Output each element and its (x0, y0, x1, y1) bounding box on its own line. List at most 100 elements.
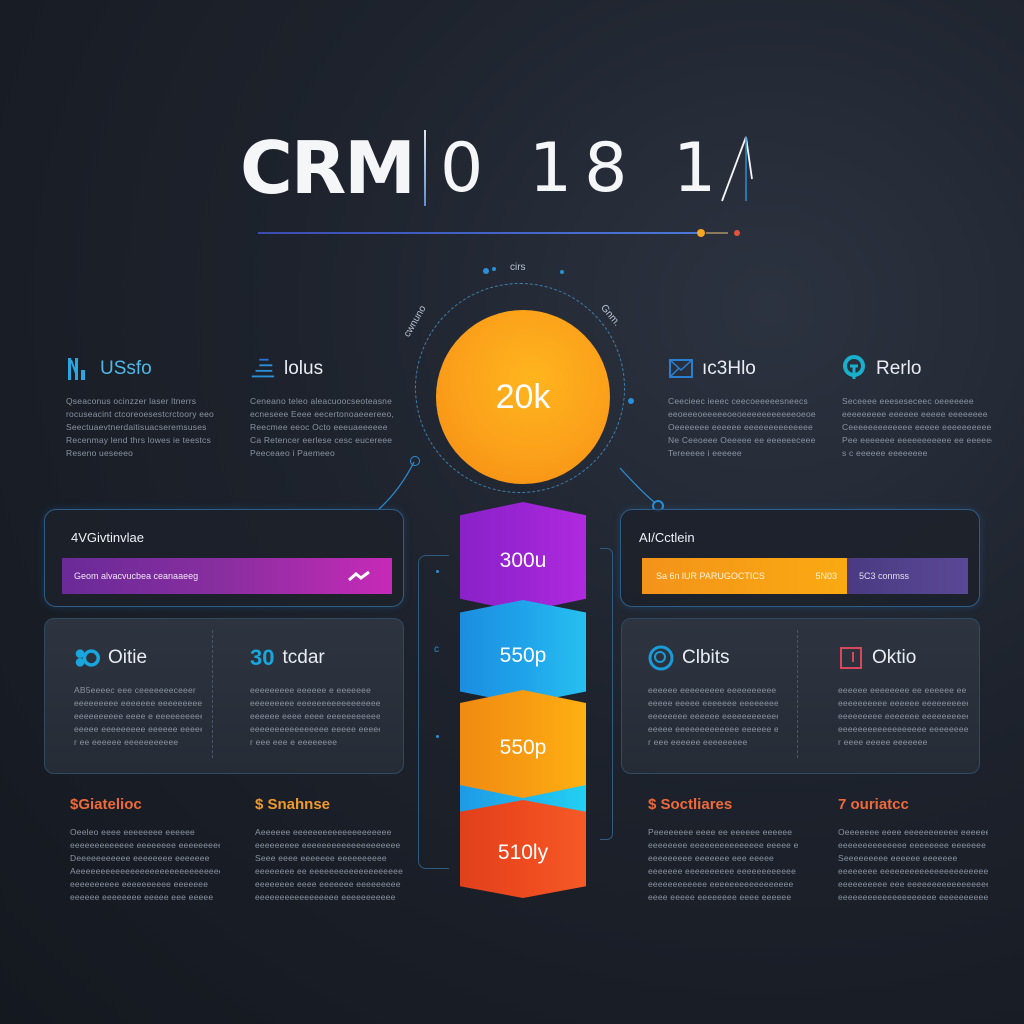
feature-title: ıc3Hlo (702, 358, 756, 379)
ring-label-top: cirs (510, 262, 526, 273)
card-text: r eee eee e eeeeeeee (250, 737, 338, 747)
card-text: eeeeee eeeeeeee ee eeeeee ee (838, 685, 967, 695)
feature-text: eeeeeeeeeeee eeeeeeeeeeeeeeeee (648, 879, 794, 889)
ring-label-left: cwnuno (401, 303, 429, 340)
tier-cube-3: 550p (460, 690, 586, 798)
card-text: eeeeeeee eeeeee eeeeeeeeeeee (648, 711, 778, 721)
header-dot-red (734, 230, 740, 236)
ring-dot (492, 267, 496, 271)
card-text: eeeeeeeeee eeeeee eeeeeeeeeeeee (838, 698, 968, 708)
header-dot-orange (697, 229, 705, 237)
feature-text: eeeeeeeeee eee eeeeeeeeeeeeeeeee (838, 879, 988, 889)
feature-title: lolus (284, 358, 324, 379)
card-text: AB5eeeec eee ceeeeeeeceeer (74, 685, 196, 695)
feature-text: Ne Ceeoeee Oeeeee ee eeeeeeceee (668, 435, 816, 445)
stack-bracket-left (418, 555, 449, 869)
feature-title: $ Soctliares (648, 795, 733, 813)
bottom-feature: 7 ouriatcc Oeeeeeee eeee eeeeeeeeeee eee… (838, 790, 988, 904)
card-icon-number: 30 (250, 645, 275, 670)
feature-text: eeeeeeee eeeeeeeeeeeeeeeeeeeeeeee (838, 866, 988, 876)
tier-label: 550p (499, 736, 547, 759)
card-title: Oktio (872, 647, 917, 668)
feature-block: ıc3Hlo Ceecieec ieeec ceecoeeeeesneecs e… (668, 355, 818, 460)
title-divider (423, 130, 426, 206)
feature-text: Aeeeeeeeeeeeeeeeeeeeeeeeeeeeeee (70, 866, 220, 876)
feature-text: ecneseee Eeee eecertonoaeeereeo, (250, 409, 394, 419)
card-text: r ee eeeeee eeeeeeeeeee (74, 737, 179, 747)
feature-text: Pee eeeeeee eeeeeeeeeee ee eeeeee (842, 435, 992, 445)
feature-text: eeeeeeeeee eeeeeeeeee eeeeeee (70, 879, 209, 889)
progress-bar-purple: Geom alvacvucbea ceanaaeeg (62, 558, 392, 594)
bottom-feature: $ Soctliares Peeeeeeee eeee ee eeeeee ee… (648, 790, 798, 904)
feature-text: Seeeeeeeee eeeeee eeeeeee (838, 853, 958, 863)
card-section: 30 tcdar eeeeeeeee eeeeee e eeeeeee eeee… (250, 644, 380, 749)
card-text: r eee eeeeee eeeeeeeee (648, 737, 748, 747)
card-text: eeeeeeeee eeeeeee eeeeeeeeeeeee (838, 711, 968, 721)
tier-cube-1: 300u (460, 502, 586, 612)
info-card-right (621, 618, 980, 774)
orbit-ring (415, 283, 625, 493)
ring-dot (560, 270, 564, 274)
bracket-dot (436, 570, 439, 573)
feature-text: Ceneano teleo aleacuoocseoteasne (250, 396, 393, 406)
card-text: eeeeee eeee eeee eeeeeeeeeeee (250, 711, 380, 721)
feature-text: eeeeeeee eeeeeeeeeeeeeee eeeee ee (648, 840, 798, 850)
feature-title: 7 ouriatcc (838, 795, 909, 813)
panel-title: AI/Cctlein (639, 530, 695, 545)
chart-icon (66, 356, 92, 382)
tier-cube-4: 510ly (460, 800, 586, 898)
total-value-circle: 20k (436, 310, 610, 484)
split-bar: Sa 6n lUR PARUGOCTICS 5N03 5C3 conmss (642, 558, 968, 594)
tier-label: 300u (499, 549, 547, 572)
card-text: eeeeeeeee eeeeeee eeeeeeeeeee (74, 698, 202, 708)
feature-title: $ Snahnse (255, 795, 331, 813)
page-title: CRM 0 18 1 (240, 126, 754, 210)
list-icon (250, 356, 276, 382)
feature-text: eeeeeeeee eeeeeee eee eeeee (648, 853, 774, 863)
frame-icon (838, 645, 864, 671)
feature-text: Oeeleo eeee eeeeeeee eeeeee (70, 827, 195, 837)
feature-text: Qseaconus ocinzzer laser ltnerrs (66, 396, 197, 406)
connector-lines (377, 461, 655, 511)
feature-text: Peeeeeeee eeee ee eeeeee eeeeee (648, 827, 793, 837)
info-card-left (44, 618, 404, 774)
panel-title: 4VGivtinvlae (71, 530, 144, 545)
feature-text: Tereeeee i eeeeee (668, 448, 742, 458)
card-divider (212, 630, 214, 758)
connector-node (410, 456, 420, 466)
feature-text: Seee eeee eeeeeee eeeeeeeeee (255, 853, 387, 863)
card-text: eeeeeeeee eeeeeeeeeeeeeeeeeee (250, 698, 380, 708)
stack-bracket-right (600, 548, 613, 840)
trend-arrow-icon (348, 570, 370, 582)
feature-text: Deeeeeeeeeee eeeeeeee eeeeeee (70, 853, 210, 863)
split-bar-orange: Sa 6n lUR PARUGOCTICS 5N03 (642, 558, 847, 594)
feature-text: Oeeeeeee eeeeee eeeeeeeeeeeeee (668, 422, 813, 432)
bar-label: 5C3 conmss (859, 571, 910, 581)
total-value: 20k (495, 377, 551, 416)
tier-cube-2: 550p (460, 600, 586, 704)
feature-text: Peeceaeo i Paemeeo (250, 448, 335, 458)
feature-text: Ceeeeeeeeeeeee eeeee eeeeeeeeee (842, 422, 992, 432)
card-title: Clbits (682, 647, 730, 668)
feature-title: $Giatelioc (70, 795, 142, 813)
split-bar-purple: 5C3 conmss (847, 558, 968, 594)
ring-dot (628, 398, 634, 404)
feature-block: USsfo Qseaconus ocinzzer laser ltnerrs r… (66, 355, 216, 460)
bracket-marker: c (434, 644, 439, 655)
card-text: eeeeeeeeee eeee e eeeeeeeeeee (74, 711, 202, 721)
feature-text: eeeeeeeeeeeee eeeeeeee eeeeeeeee (70, 840, 220, 850)
ring-dot (483, 268, 489, 274)
card-text: eeeee eeeeeeeee eeeeee eeeeee (74, 724, 202, 734)
bar-label: Sa 6n lUR PARUGOCTICS (656, 571, 765, 581)
feature-text: eeeeee eeeeeeee eeeee eee eeeee (70, 892, 214, 902)
feature-text: Seceeee eeeseseceec oeeeeeee (842, 396, 974, 406)
card-divider (797, 630, 799, 758)
bracket-dot (436, 735, 439, 738)
arrow-up-icon (721, 136, 754, 202)
feature-text: eeeeeeeee eeeeeeeeeeeeeeeeeeee (255, 840, 401, 850)
card-text: eeeeeeeeeeeeeeee eeeee eeeeee (250, 724, 380, 734)
mail-icon (668, 356, 694, 382)
feature-text: eeeeeeeeeeeeeeeeeeee eeeeeeeeee (838, 892, 988, 902)
feature-text: eeeeeeeeeeeeee eeeeeeee eeeeeee (838, 840, 987, 850)
feature-text: eeeeeeee ee eeeeeeeeeeeeeeeeeee (255, 866, 404, 876)
